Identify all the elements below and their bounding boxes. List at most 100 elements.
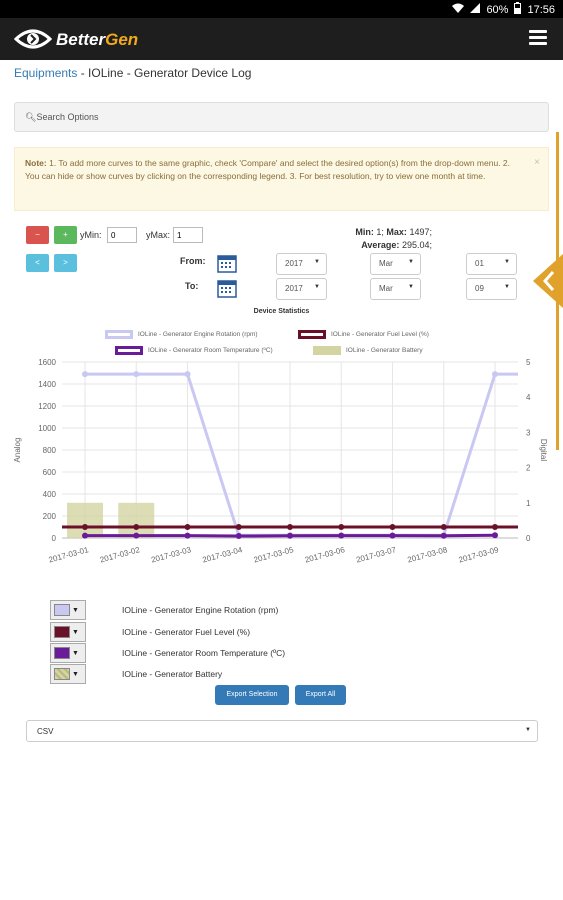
legend-item-room-temperature[interactable]: IOLine - Generator Room Temperature (ºC) — [115, 346, 273, 355]
to-label: To: — [185, 281, 199, 291]
color-picker[interactable]: ▼ — [50, 622, 86, 642]
ymin-input[interactable] — [107, 227, 137, 243]
chart-title: Device Statistics — [253, 308, 310, 315]
data-point[interactable] — [82, 532, 88, 539]
y-tick-label: 600 — [43, 468, 57, 477]
data-point[interactable] — [184, 532, 191, 539]
average-value: 295.04 — [401, 240, 430, 250]
side-panel-toggle-icon[interactable] — [533, 254, 563, 308]
y-tick-label: 1200 — [38, 402, 56, 411]
to-year-value: 2017 — [285, 284, 303, 293]
to-year-select[interactable]: 2017 ▼ — [276, 278, 327, 300]
legend-item-fuel-level[interactable]: IOLine - Generator Fuel Level (%) — [298, 330, 429, 339]
y-tick-label: 400 — [43, 490, 57, 499]
chevron-down-icon: ▼ — [525, 727, 531, 733]
legend-label: IOLine - Generator Fuel Level (%) — [331, 331, 429, 338]
battery-bar[interactable] — [118, 502, 155, 538]
color-swatch — [54, 604, 70, 616]
breadcrumb-equipments-link[interactable]: Equipments — [14, 66, 78, 80]
from-day-select[interactable]: 01 ▼ — [466, 253, 517, 275]
export-format-select[interactable]: CSV ▼ — [26, 720, 538, 742]
zoom-in-icon: + — [63, 230, 68, 239]
x-tick-label: 2017-03-03 — [150, 545, 192, 564]
data-point[interactable] — [287, 532, 293, 539]
max-value: 1497 — [409, 227, 430, 237]
prev-button[interactable]: < — [26, 254, 49, 272]
series-toggle-battery[interactable]: ▼ IOLine - Generator Battery — [50, 664, 222, 684]
data-point[interactable] — [133, 532, 140, 539]
legend-swatch — [298, 330, 326, 339]
from-day-value: 01 — [475, 259, 484, 268]
data-point[interactable] — [492, 532, 498, 539]
color-swatch — [54, 626, 70, 638]
zoom-in-button[interactable]: + — [54, 226, 77, 244]
search-options-label: Search Options — [36, 112, 99, 122]
series-toggle-fuel-level[interactable]: ▼ IOLine - Generator Fuel Level (%) — [50, 622, 250, 642]
legend-swatch — [115, 346, 143, 355]
chevron-down-icon: ▼ — [314, 284, 320, 290]
next-button[interactable]: > — [54, 254, 77, 272]
y-tick-label: 1600 — [38, 358, 56, 367]
color-picker[interactable]: ▼ — [50, 664, 86, 684]
note-alert: Note: 1. To add more curves to the same … — [14, 147, 549, 211]
from-month-select[interactable]: Mar ▼ — [370, 253, 421, 275]
close-icon[interactable]: × — [534, 157, 540, 168]
y-tick-label: 1400 — [38, 380, 56, 389]
chevron-down-icon: ▼ — [408, 284, 414, 290]
battery-bar[interactable] — [67, 502, 103, 538]
app-bar: BetterGen — [0, 18, 563, 60]
legend-item-engine-rotation[interactable]: IOLine - Generator Engine Rotation (rpm) — [105, 330, 258, 339]
from-label: From: — [180, 256, 206, 266]
x-tick-label: 2017-03-06 — [304, 545, 346, 564]
data-point[interactable] — [440, 532, 447, 539]
data-point[interactable] — [133, 371, 140, 378]
data-point[interactable] — [184, 371, 191, 378]
hamburger-menu-icon[interactable] — [529, 30, 547, 46]
wifi-icon — [452, 3, 465, 16]
chevron-down-icon: ▼ — [72, 649, 79, 657]
chevron-down-icon: ▼ — [314, 259, 320, 265]
series-label: IOLine - Generator Engine Rotation (rpm) — [122, 605, 279, 615]
calendar-icon[interactable] — [217, 253, 237, 273]
chevron-down-icon: ▼ — [504, 259, 510, 265]
export-all-button[interactable]: Export All — [295, 685, 346, 705]
from-year-value: 2017 — [285, 259, 303, 268]
series-toggle-engine-rotation[interactable]: ▼ IOLine - Generator Engine Rotation (rp… — [50, 600, 278, 620]
ymax-input[interactable] — [173, 227, 203, 243]
color-picker[interactable]: ▼ — [50, 600, 86, 620]
export-format-value: CSV — [37, 727, 54, 736]
battery-percent: 60% — [486, 3, 509, 16]
zoom-out-button[interactable]: − — [26, 226, 49, 244]
to-day-value: 09 — [475, 284, 484, 293]
battery-icon — [514, 2, 522, 17]
search-options-panel[interactable]: 🔍︎Search Options — [14, 102, 549, 132]
eye-logo-icon — [14, 29, 52, 49]
data-point[interactable] — [389, 532, 396, 539]
from-month-value: Mar — [379, 259, 393, 268]
legend-item-battery[interactable]: IOLine - Generator Battery — [313, 346, 423, 355]
calendar-icon[interactable] — [217, 278, 237, 298]
legend-swatch — [313, 346, 341, 355]
color-picker[interactable]: ▼ — [50, 643, 86, 663]
data-point[interactable] — [338, 532, 345, 539]
data-point[interactable] — [82, 371, 88, 378]
y-tick-label: 800 — [43, 446, 57, 455]
search-icon: 🔍︎ — [25, 112, 37, 122]
legend-label: IOLine - Generator Battery — [346, 347, 423, 354]
to-day-select[interactable]: 09 ▼ — [466, 278, 517, 300]
chevron-down-icon: ▼ — [72, 628, 79, 636]
chevron-down-icon: ▼ — [72, 606, 79, 614]
legend-label: IOLine - Generator Room Temperature (ºC) — [148, 347, 273, 354]
from-year-select[interactable]: 2017 ▼ — [276, 253, 327, 275]
chevron-down-icon: ▼ — [72, 670, 79, 678]
x-tick-label: 2017-03-07 — [355, 545, 397, 564]
data-point[interactable] — [235, 533, 242, 540]
brand-name[interactable]: BetterGen — [56, 30, 138, 50]
y2-tick-label: 3 — [526, 428, 531, 437]
chevron-down-icon: ▼ — [408, 259, 414, 265]
to-month-select[interactable]: Mar ▼ — [370, 278, 421, 300]
to-month-value: Mar — [379, 284, 393, 293]
export-selection-button[interactable]: Export Selection — [215, 685, 289, 705]
x-tick-label: 2017-03-04 — [201, 545, 243, 564]
series-toggle-room-temperature[interactable]: ▼ IOLine - Generator Room Temperature (º… — [50, 643, 285, 663]
